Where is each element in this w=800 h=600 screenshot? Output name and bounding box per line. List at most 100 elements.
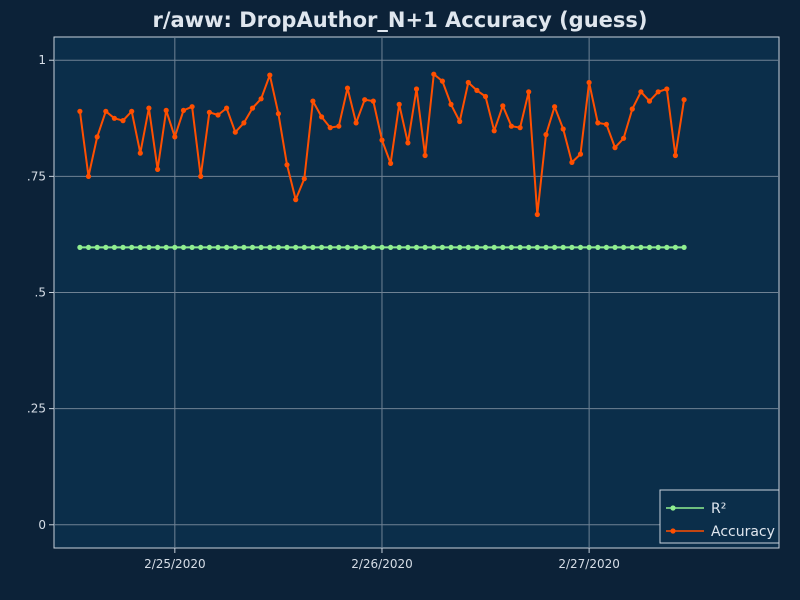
data-point — [655, 244, 661, 250]
data-point — [215, 244, 221, 250]
data-point — [621, 135, 627, 141]
legend-entry: R² — [666, 501, 726, 517]
data-point — [137, 150, 143, 156]
data-point — [439, 78, 445, 84]
data-point — [353, 120, 359, 126]
data-point — [586, 79, 592, 86]
data-point — [155, 166, 161, 172]
data-point — [344, 244, 351, 250]
data-point — [586, 244, 592, 250]
y-tick-label: .25 — [27, 402, 46, 416]
data-point — [612, 145, 618, 151]
data-point — [543, 244, 549, 250]
data-point — [258, 244, 264, 250]
data-point — [232, 244, 238, 250]
series-1 — [77, 71, 687, 218]
data-point — [146, 244, 152, 250]
x-tick-label: 2/25/2020 — [144, 557, 206, 571]
data-point — [431, 71, 437, 77]
data-point — [293, 244, 299, 250]
data-point — [500, 244, 506, 250]
data-point — [672, 244, 679, 250]
y-tick-label: .75 — [27, 169, 46, 183]
series-layer — [77, 71, 687, 250]
data-point — [362, 97, 368, 103]
legend-swatch-point — [670, 528, 676, 534]
data-point — [327, 244, 333, 250]
data-point — [508, 123, 514, 129]
data-point — [664, 244, 670, 250]
data-point — [500, 103, 506, 109]
data-point — [569, 244, 575, 250]
legend-label: R² — [711, 501, 726, 517]
data-point — [534, 211, 540, 218]
data-point — [413, 86, 420, 92]
data-point — [629, 244, 635, 250]
series-0 — [77, 244, 687, 250]
data-point — [474, 87, 480, 93]
data-point — [258, 96, 264, 102]
data-point — [172, 244, 178, 250]
legend: R² Accuracy — [659, 489, 780, 544]
data-point — [508, 244, 514, 250]
data-point — [267, 72, 273, 78]
data-point — [517, 244, 523, 250]
data-point — [275, 244, 281, 250]
data-point — [603, 121, 610, 127]
data-point — [413, 244, 420, 250]
data-point — [249, 105, 256, 111]
data-point — [612, 244, 618, 250]
data-point — [215, 112, 221, 118]
data-point — [336, 244, 342, 250]
data-point — [284, 244, 290, 250]
data-point — [198, 244, 204, 250]
data-point — [405, 140, 411, 146]
data-point — [111, 115, 117, 121]
data-point — [319, 244, 325, 250]
data-point — [362, 244, 368, 250]
data-point — [224, 105, 230, 111]
data-point — [172, 134, 178, 140]
y-tick-label: 0 — [38, 518, 46, 532]
data-point — [491, 244, 497, 250]
data-point — [422, 152, 428, 159]
data-point — [681, 244, 687, 250]
data-point — [629, 106, 635, 112]
data-point — [284, 162, 290, 168]
data-point — [336, 123, 342, 129]
data-point — [552, 104, 558, 110]
data-point — [275, 111, 281, 117]
data-point — [224, 244, 230, 250]
legend-entry: Accuracy — [666, 524, 775, 540]
data-point — [189, 244, 195, 250]
data-point — [241, 120, 247, 126]
data-point — [111, 244, 117, 250]
data-point — [249, 244, 256, 250]
data-point — [482, 244, 489, 250]
data-point — [137, 244, 143, 250]
data-point — [439, 244, 445, 250]
data-point — [198, 173, 204, 179]
data-point — [77, 108, 83, 114]
data-point — [206, 109, 212, 115]
data-point — [155, 244, 161, 250]
data-point — [465, 244, 471, 250]
data-point — [370, 244, 376, 250]
data-point — [431, 244, 437, 250]
data-point — [560, 244, 566, 250]
data-point — [560, 126, 566, 132]
data-point — [552, 244, 558, 250]
data-point — [482, 93, 489, 100]
data-point — [396, 244, 402, 250]
data-point — [120, 118, 126, 124]
data-point — [577, 151, 584, 157]
data-point — [448, 244, 454, 250]
data-point — [457, 244, 463, 250]
data-point — [327, 125, 333, 131]
data-point — [293, 197, 299, 203]
data-point — [396, 101, 402, 107]
data-point — [517, 125, 523, 131]
data-point — [120, 244, 126, 250]
data-point — [569, 159, 575, 165]
